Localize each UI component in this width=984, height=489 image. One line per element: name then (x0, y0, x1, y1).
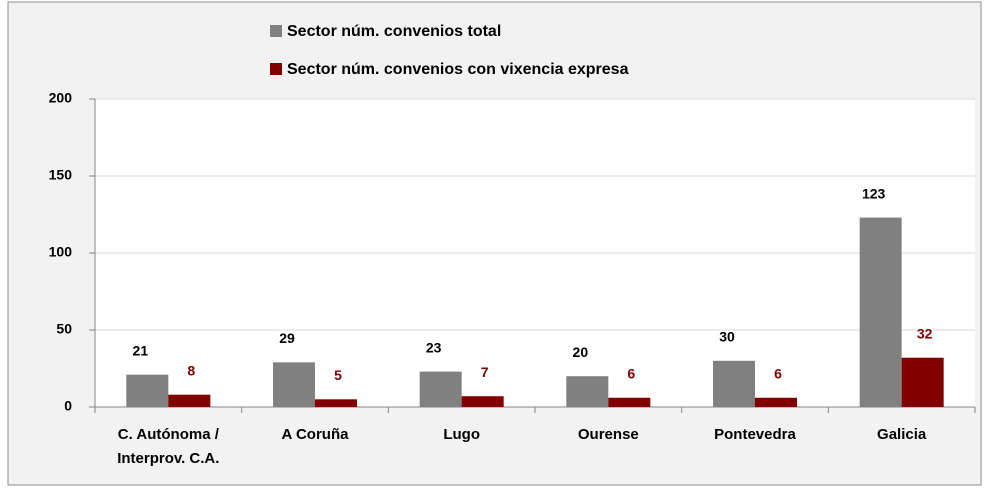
data-label: 123 (862, 185, 886, 201)
x-tick-label: Pontevedra (714, 426, 796, 443)
bar (859, 217, 902, 407)
y-tick-label: 0 (64, 398, 72, 414)
data-label: 6 (774, 365, 782, 381)
x-tick-label: Galicia (877, 426, 927, 443)
bar (126, 374, 169, 407)
bar (755, 397, 797, 407)
legend-swatch (270, 25, 282, 37)
legend-swatch (270, 63, 282, 75)
bar (713, 360, 755, 407)
data-label: 29 (279, 330, 295, 346)
data-label: 6 (627, 365, 635, 381)
bar (273, 362, 315, 407)
legend-label: Sector núm. convenios con vixencia expre… (287, 61, 629, 78)
bar (901, 357, 944, 407)
legend-label: Sector núm. convenios total (287, 23, 501, 40)
bar (566, 376, 609, 407)
data-label: 8 (187, 362, 195, 378)
x-tick-label: Ourense (577, 426, 639, 443)
x-tick-label: C. Autónoma / Interprov. C.A. (117, 426, 220, 467)
y-tick-label: 50 (56, 321, 72, 337)
y-tick-label: 150 (49, 167, 73, 183)
y-tick-label: 100 (49, 244, 73, 260)
bar (315, 399, 357, 407)
data-label: 23 (426, 339, 442, 355)
data-label: 20 (573, 344, 589, 360)
bar (461, 396, 504, 407)
data-label: 5 (334, 367, 342, 383)
data-label: 30 (719, 329, 735, 345)
bar (608, 397, 651, 407)
x-tick-label: Lugo (443, 426, 480, 443)
y-tick-label: 200 (49, 90, 73, 106)
data-label: 21 (133, 342, 149, 358)
x-tick-label: A Coruña (281, 426, 349, 443)
data-label: 32 (917, 325, 933, 341)
data-label: 7 (481, 364, 489, 380)
bar (168, 394, 211, 407)
bar (419, 371, 462, 407)
